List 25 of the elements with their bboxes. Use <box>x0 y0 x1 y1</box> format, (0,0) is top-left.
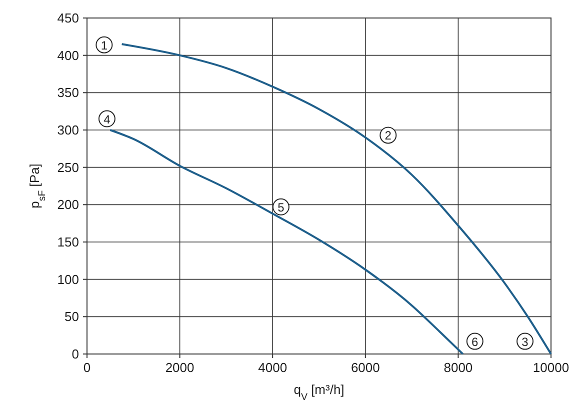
y-tick-label: 0 <box>72 346 79 362</box>
x-tick-label: 8000 <box>444 360 473 375</box>
x-tick-label: 6000 <box>350 360 380 375</box>
line-series <box>109 129 464 355</box>
annotation: 5 <box>278 200 285 214</box>
y-tick-label: 200 <box>57 197 79 212</box>
annotation: 3 <box>522 334 529 349</box>
y-tick-label: 350 <box>57 85 79 100</box>
x-tick-label: 0 <box>83 360 91 375</box>
x-axis-title: q$_{V}$ [m³/h] <box>294 382 344 402</box>
x-tick-label: 10000 <box>532 360 570 375</box>
y-tick-label: 50 <box>64 309 79 324</box>
x-tick-label: 4000 <box>258 360 288 375</box>
annotation: 6 <box>472 334 479 349</box>
line-series <box>120 43 552 355</box>
y-tick-label: 400 <box>57 48 79 63</box>
annotation: 2 <box>384 128 392 143</box>
y-tick-label: 450 <box>57 10 79 26</box>
y-tick-label: 300 <box>57 122 79 138</box>
x-tick-label: 2000 <box>165 360 194 375</box>
y-tick-label: 150 <box>57 234 79 250</box>
y-tick-label: 100 <box>57 272 79 287</box>
annotation: 4 <box>104 112 111 126</box>
annotation: 1 <box>100 38 108 52</box>
y-tick-label: 250 <box>57 160 79 175</box>
